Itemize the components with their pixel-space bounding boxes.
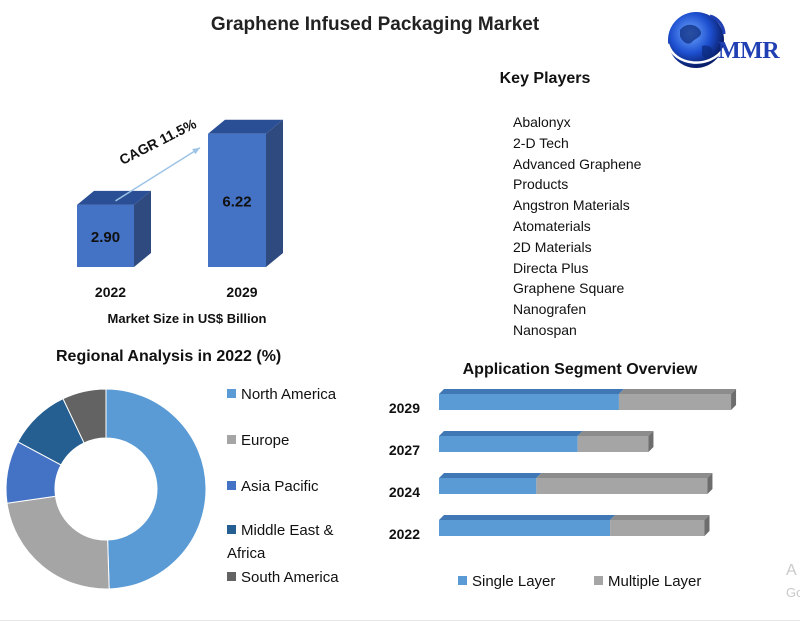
segment-top [439,473,542,478]
segment-single-layer-2022 [439,520,611,536]
legend-label: Middle East & [241,522,334,539]
globe-icon [666,12,726,68]
regional-donut-chart [5,388,207,590]
chart-title: Graphene Infused Packaging Market [210,14,540,35]
segment-single-layer-2027 [439,436,578,452]
legend-label: Europe [241,432,290,449]
segment-top [618,389,737,394]
segment-single-layer-2029 [439,394,619,410]
key-player-item: Advanced Graphene [513,155,642,172]
key-player-item: Abalonyx [513,114,571,130]
y-tick-label: 2022 [389,526,420,542]
legend-multiple-layer: Multiple Layer [594,573,701,590]
region-legend-item: North America [227,383,336,406]
legend-swatch [227,481,236,490]
bottom-divider [0,620,800,621]
y-tick-label: 2029 [389,400,420,416]
segment-single-layer-2024 [439,478,537,494]
segment-side [704,515,710,536]
legend-swatch [227,525,236,534]
key-player-item: Products [513,176,569,193]
region-legend-item: Middle East & Africa [227,519,334,565]
cagr-arrow [115,147,201,202]
segment-top [536,473,713,478]
regional-title: Regional Analysis in 2022 (%) [56,348,282,365]
bar-value-label: 2.90 [91,229,120,246]
legend-label: South America [241,569,339,586]
region-legend-item: Europe [227,429,289,452]
segment-top [577,431,654,436]
legend-swatch-multiple-layer [594,576,603,585]
segment-top [439,431,583,436]
legend-label: Africa [227,545,266,562]
cagr-arrow-head [192,147,200,155]
legend-swatch [227,435,236,444]
legend-swatch-single-layer [458,576,467,585]
bar-value-label: 6.22 [222,193,251,210]
x-tick-label: 2022 [95,284,126,300]
legend-swatch [227,389,236,398]
segment-top [610,515,710,520]
bar-side-2029 [266,119,283,267]
bar-top-2029 [208,119,283,134]
bar-side-2022 [134,190,151,267]
y-tick-label: 2024 [389,484,420,500]
segment-top [439,515,616,520]
legend-label-multiple-layer: Multiple Layer [608,573,702,590]
segment-title: Application Segment Overview [462,361,698,378]
segment-side [707,473,713,494]
bar-2022 [77,204,134,267]
legend-swatch [227,572,236,581]
key-players-list: Abalonyx 2-D Tech Advanced Graphene Product… [513,112,641,341]
key-player-item: 2-D Tech [513,134,569,151]
segment-multiple-layer-2027 [577,436,649,452]
donut-slice-north-america [105,388,207,590]
donut-slice-europe [6,495,110,590]
segment-multiple-layer-2024 [536,478,708,494]
watermark-line-2: Go [786,585,800,600]
segment-side [731,389,737,410]
legend-label: Asia Pacific [241,478,319,495]
key-player-item: Directa Plus [513,259,589,276]
region-legend-item: Asia Pacific [227,475,319,498]
donut-slice-south-america [62,388,107,444]
legend-label-single-layer: Single Layer [472,573,556,590]
segment-side [648,431,654,452]
key-players-title: Key Players [499,70,591,87]
x-tick-label: 2029 [226,284,257,300]
key-player-item: Atomaterials [513,217,591,234]
y-tick-label: 2027 [389,442,420,458]
legend-label: North America [241,386,337,403]
bar-2029 [208,133,266,267]
key-player-item: Angstron Materials [513,197,630,214]
key-player-item: Graphene Square [513,280,625,297]
segment-multiple-layer-2029 [618,394,732,410]
key-player-item: Nanospan [513,321,577,338]
key-player-item: Nanografen [513,301,587,318]
bar-top-2022 [77,190,151,205]
key-player-item: 2D Materials [513,238,592,255]
legend-single-layer: Single Layer [458,573,555,590]
region-legend-item: South America [227,566,339,589]
mmr-logo: MMR [660,8,792,72]
segment-top [439,389,624,394]
segment-multiple-layer-2022 [610,520,705,536]
logo-text: MMR [718,38,780,64]
watermark-line-1: A [786,562,797,579]
x-axis-label: Market Size in US$ Billion [108,311,267,326]
